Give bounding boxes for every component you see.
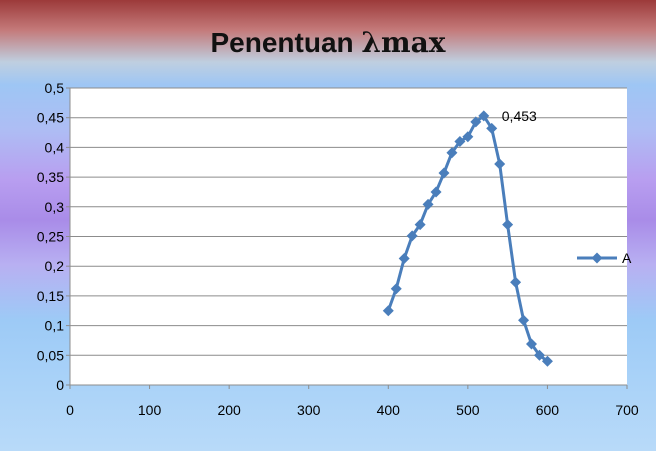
y-tick-label: 0 [56,377,64,393]
data-label: 0,453 [502,108,537,124]
y-tick-label: 0,3 [45,199,65,215]
data-point [390,283,402,295]
data-point [406,230,418,242]
x-tick-label: 100 [138,402,162,418]
y-tick-label: 0,5 [45,80,65,96]
data-point [478,110,490,122]
y-tick-label: 0,35 [37,169,64,185]
data-point [533,349,545,361]
y-tick-label: 0,15 [37,288,64,304]
x-tick-label: 0 [66,402,74,418]
gridlines [70,87,627,356]
y-tick-label: 0,45 [37,110,64,126]
x-tick-label: 700 [615,402,639,418]
data-point [470,116,482,128]
data-point [430,186,442,198]
data-point [510,276,522,288]
y-tick-label: 0,05 [37,347,64,363]
x-tick-label: 200 [217,402,241,418]
x-tick-label: 400 [377,402,401,418]
y-tick-label: 0,25 [37,229,64,245]
data-point [454,135,466,147]
axes [66,87,628,389]
data-point [414,219,426,231]
data-point [398,252,410,264]
x-tick-label: 300 [297,402,321,418]
data-point [462,131,474,143]
legend-marker [591,252,603,264]
legend: A [577,250,632,266]
y-tick-label: 0,4 [45,139,65,155]
y-tick-label: 0,2 [45,258,65,274]
x-tick-labels: 0 100 200 300 400 500 600 700 [66,402,639,418]
y-tick-labels: 0 0,05 0,1 0,15 0,2 0,25 0,3 0,35 0,4 0,45 0,5 [37,80,64,393]
data-point [494,158,506,170]
chart-title: Penentuan λmax [210,26,445,59]
data-point [502,219,514,231]
series-a [382,110,553,367]
data-point [541,355,553,367]
data-point [438,167,450,179]
x-tick-label: 600 [536,402,560,418]
data-point [526,338,538,350]
chart-title-prefix: Penentuan [210,27,361,58]
annotation: 0,453 [502,108,537,124]
chart-title-symbol: λmax [361,26,445,59]
data-point [382,305,394,317]
data-point [446,147,458,159]
data-point [518,314,530,326]
data-point [422,198,434,210]
x-tick-label: 500 [456,402,480,418]
legend-label: A [622,250,632,266]
data-point [486,122,498,134]
y-tick-label: 0,1 [45,318,65,334]
